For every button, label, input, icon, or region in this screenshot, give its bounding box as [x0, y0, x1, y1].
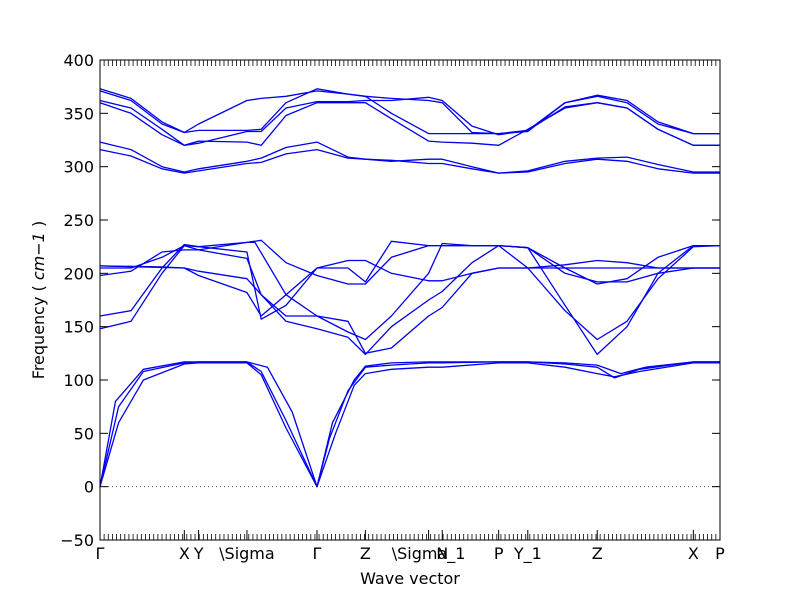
y-axis-label-text: Frequency	[29, 297, 48, 380]
y-tick-label: 400	[63, 51, 94, 70]
x-axis-label: Wave vector	[360, 569, 460, 588]
plot-frame	[99, 59, 721, 541]
band-line-7	[99, 242, 720, 341]
kpoint-label: X	[179, 544, 190, 563]
kpoint-label: Γ	[96, 544, 105, 563]
kpoint-label: Y	[193, 544, 204, 563]
kpoint-label: P	[715, 544, 725, 563]
y-tick-label: 150	[63, 318, 94, 337]
series-layer	[99, 88, 721, 488]
y-tick-label: 50	[74, 424, 94, 443]
band-line-15	[99, 88, 720, 135]
y-axis-label: Frequency ( cm−1 )	[29, 221, 48, 379]
y-tick-label: 350	[63, 104, 94, 123]
y-tick-label: 250	[63, 211, 94, 230]
band-line-3	[99, 361, 720, 488]
kpoint-label: Γ	[313, 544, 322, 563]
band-line-14	[99, 90, 720, 135]
kpoint-label: Z	[592, 544, 603, 563]
kpoint-label: \Sigma	[219, 544, 275, 563]
y-axis-unit: cm−1	[29, 232, 48, 280]
band-line-10	[99, 148, 720, 174]
kpoint-label: Z	[360, 544, 371, 563]
band-line-13	[99, 96, 720, 146]
y-tick-label: 100	[63, 371, 94, 390]
kpoint-label: P	[494, 544, 504, 563]
band-line-11	[99, 141, 720, 174]
band-line-2	[99, 361, 720, 488]
y-tick-label: 300	[63, 158, 94, 177]
ticks-layer	[99, 59, 721, 541]
band-line-8	[99, 259, 720, 317]
y-tick-label: −50	[60, 531, 94, 550]
kpoint-label: Y_1	[513, 544, 542, 564]
kpoint-label: \Sigma_1	[392, 544, 466, 564]
kpoint-label: X	[688, 544, 699, 563]
y-tick-label: 200	[63, 264, 94, 283]
band-line-9	[100, 240, 720, 320]
kpoint-label: N	[436, 544, 448, 563]
y-tick-label: 0	[84, 478, 94, 497]
band-line-5	[99, 241, 721, 354]
band-line-4	[99, 244, 720, 356]
band-line-1	[99, 362, 720, 488]
